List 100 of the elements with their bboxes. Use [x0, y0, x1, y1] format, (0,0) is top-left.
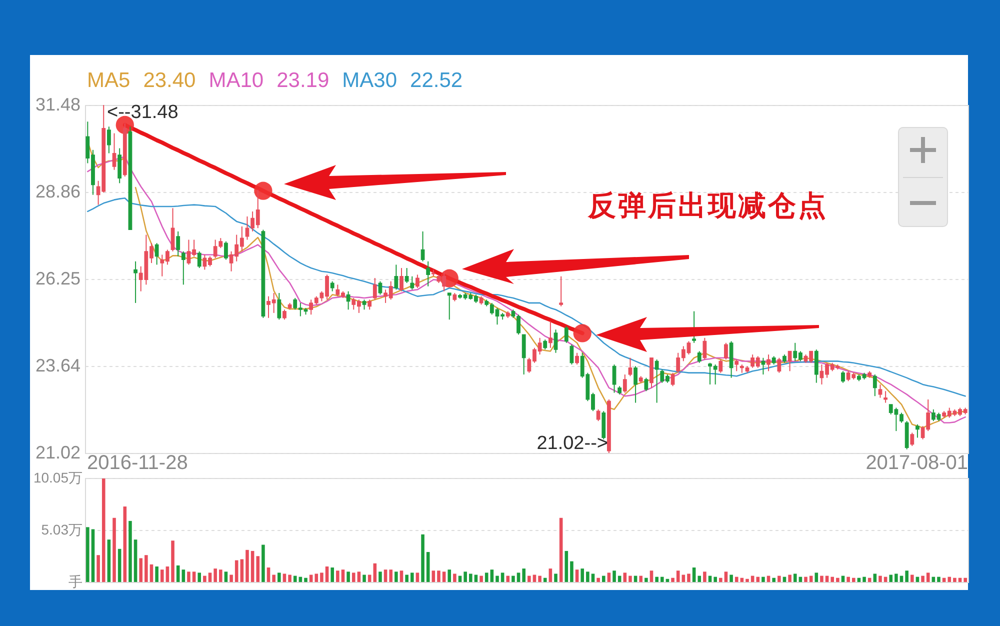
bar: [91, 529, 95, 582]
candlestick: [112, 132, 116, 170]
bar: [580, 568, 584, 582]
candlestick: [394, 264, 398, 290]
bar: [230, 574, 233, 582]
bar: [564, 550, 568, 582]
candlestick: [724, 342, 728, 360]
bar: [208, 572, 212, 582]
candlestick: [118, 148, 122, 184]
bar: [187, 572, 190, 582]
candlestick: [872, 374, 877, 397]
annotation: 2016-11-28: [87, 452, 188, 474]
candlestick: [378, 280, 382, 296]
bar: [214, 568, 217, 582]
bar: [846, 576, 850, 582]
bar: [256, 556, 260, 582]
candlestick: [634, 366, 638, 404]
candlestick: [176, 230, 180, 257]
candlestick: [564, 326, 568, 344]
candlestick: [622, 374, 627, 394]
bar: [628, 576, 632, 582]
y-tick-label: 26.25: [35, 268, 80, 288]
bar: [484, 572, 488, 582]
candlestick: [106, 126, 111, 154]
bar: [448, 570, 452, 582]
candlestick: [154, 242, 159, 266]
bar: [282, 574, 286, 582]
candlestick: [734, 359, 739, 372]
bar: [836, 578, 840, 582]
bar: [490, 570, 494, 582]
bar: [123, 506, 127, 582]
bar: [336, 570, 340, 582]
candlestick: [814, 349, 818, 384]
bar: [512, 576, 515, 582]
bar: [246, 550, 249, 582]
bar: [596, 578, 600, 582]
bar: [362, 574, 366, 582]
candlestick: [878, 384, 882, 398]
bar: [559, 518, 563, 582]
bar: [352, 572, 356, 582]
candlestick: [400, 268, 404, 292]
bar: [788, 574, 792, 582]
bar: [341, 570, 345, 582]
bar: [496, 576, 499, 582]
bar: [378, 572, 382, 582]
bar: [650, 570, 654, 582]
candlestick: [543, 339, 548, 350]
y-tick-label: 28.86: [35, 182, 80, 202]
bar: [86, 527, 90, 582]
y-tick-label: 31.48: [35, 94, 80, 114]
bar: [234, 560, 238, 582]
candlestick: [612, 364, 616, 394]
candlestick: [522, 334, 526, 375]
candlestick: [197, 250, 202, 269]
bar: [570, 561, 574, 582]
text: 22.52: [410, 69, 463, 92]
bar: [687, 574, 690, 582]
annotation: <--31.48: [107, 102, 178, 123]
candlestick: [277, 292, 282, 320]
candlestick: [447, 292, 452, 320]
candlestick: [644, 377, 648, 392]
point: [573, 324, 592, 342]
text: MA10: [208, 69, 264, 92]
candlestick: [841, 370, 845, 384]
bar: [160, 570, 164, 582]
bar: [905, 570, 908, 582]
bar: [250, 550, 254, 582]
bar: [330, 568, 334, 582]
candlestick: [884, 390, 888, 404]
candlestick: [761, 357, 766, 375]
y-tick-label: 23.64: [35, 355, 80, 376]
bar: [384, 570, 388, 582]
bar: [314, 574, 318, 582]
bar: [373, 563, 377, 582]
bar: [644, 578, 648, 582]
bar: [676, 570, 680, 582]
bar: [421, 534, 424, 582]
bar: [804, 576, 808, 582]
bar: [528, 576, 531, 582]
candlestick: [596, 408, 600, 422]
candlestick: [654, 359, 659, 404]
candlestick: [559, 276, 564, 307]
candlestick: [372, 278, 377, 300]
point: [254, 182, 272, 200]
bar: [538, 576, 542, 582]
bar: [734, 576, 738, 582]
bar: [171, 540, 174, 582]
bar: [937, 576, 940, 582]
bar: [762, 576, 765, 582]
bar: [756, 576, 760, 582]
bar: [410, 572, 414, 582]
bar: [543, 578, 547, 582]
bar: [144, 555, 148, 582]
bar: [506, 576, 510, 582]
bar: [400, 570, 404, 582]
bar: [910, 574, 914, 582]
y-tick-label: 5.03万: [41, 521, 82, 538]
bar: [830, 576, 834, 582]
candlestick: [134, 260, 138, 304]
bar: [921, 576, 924, 582]
